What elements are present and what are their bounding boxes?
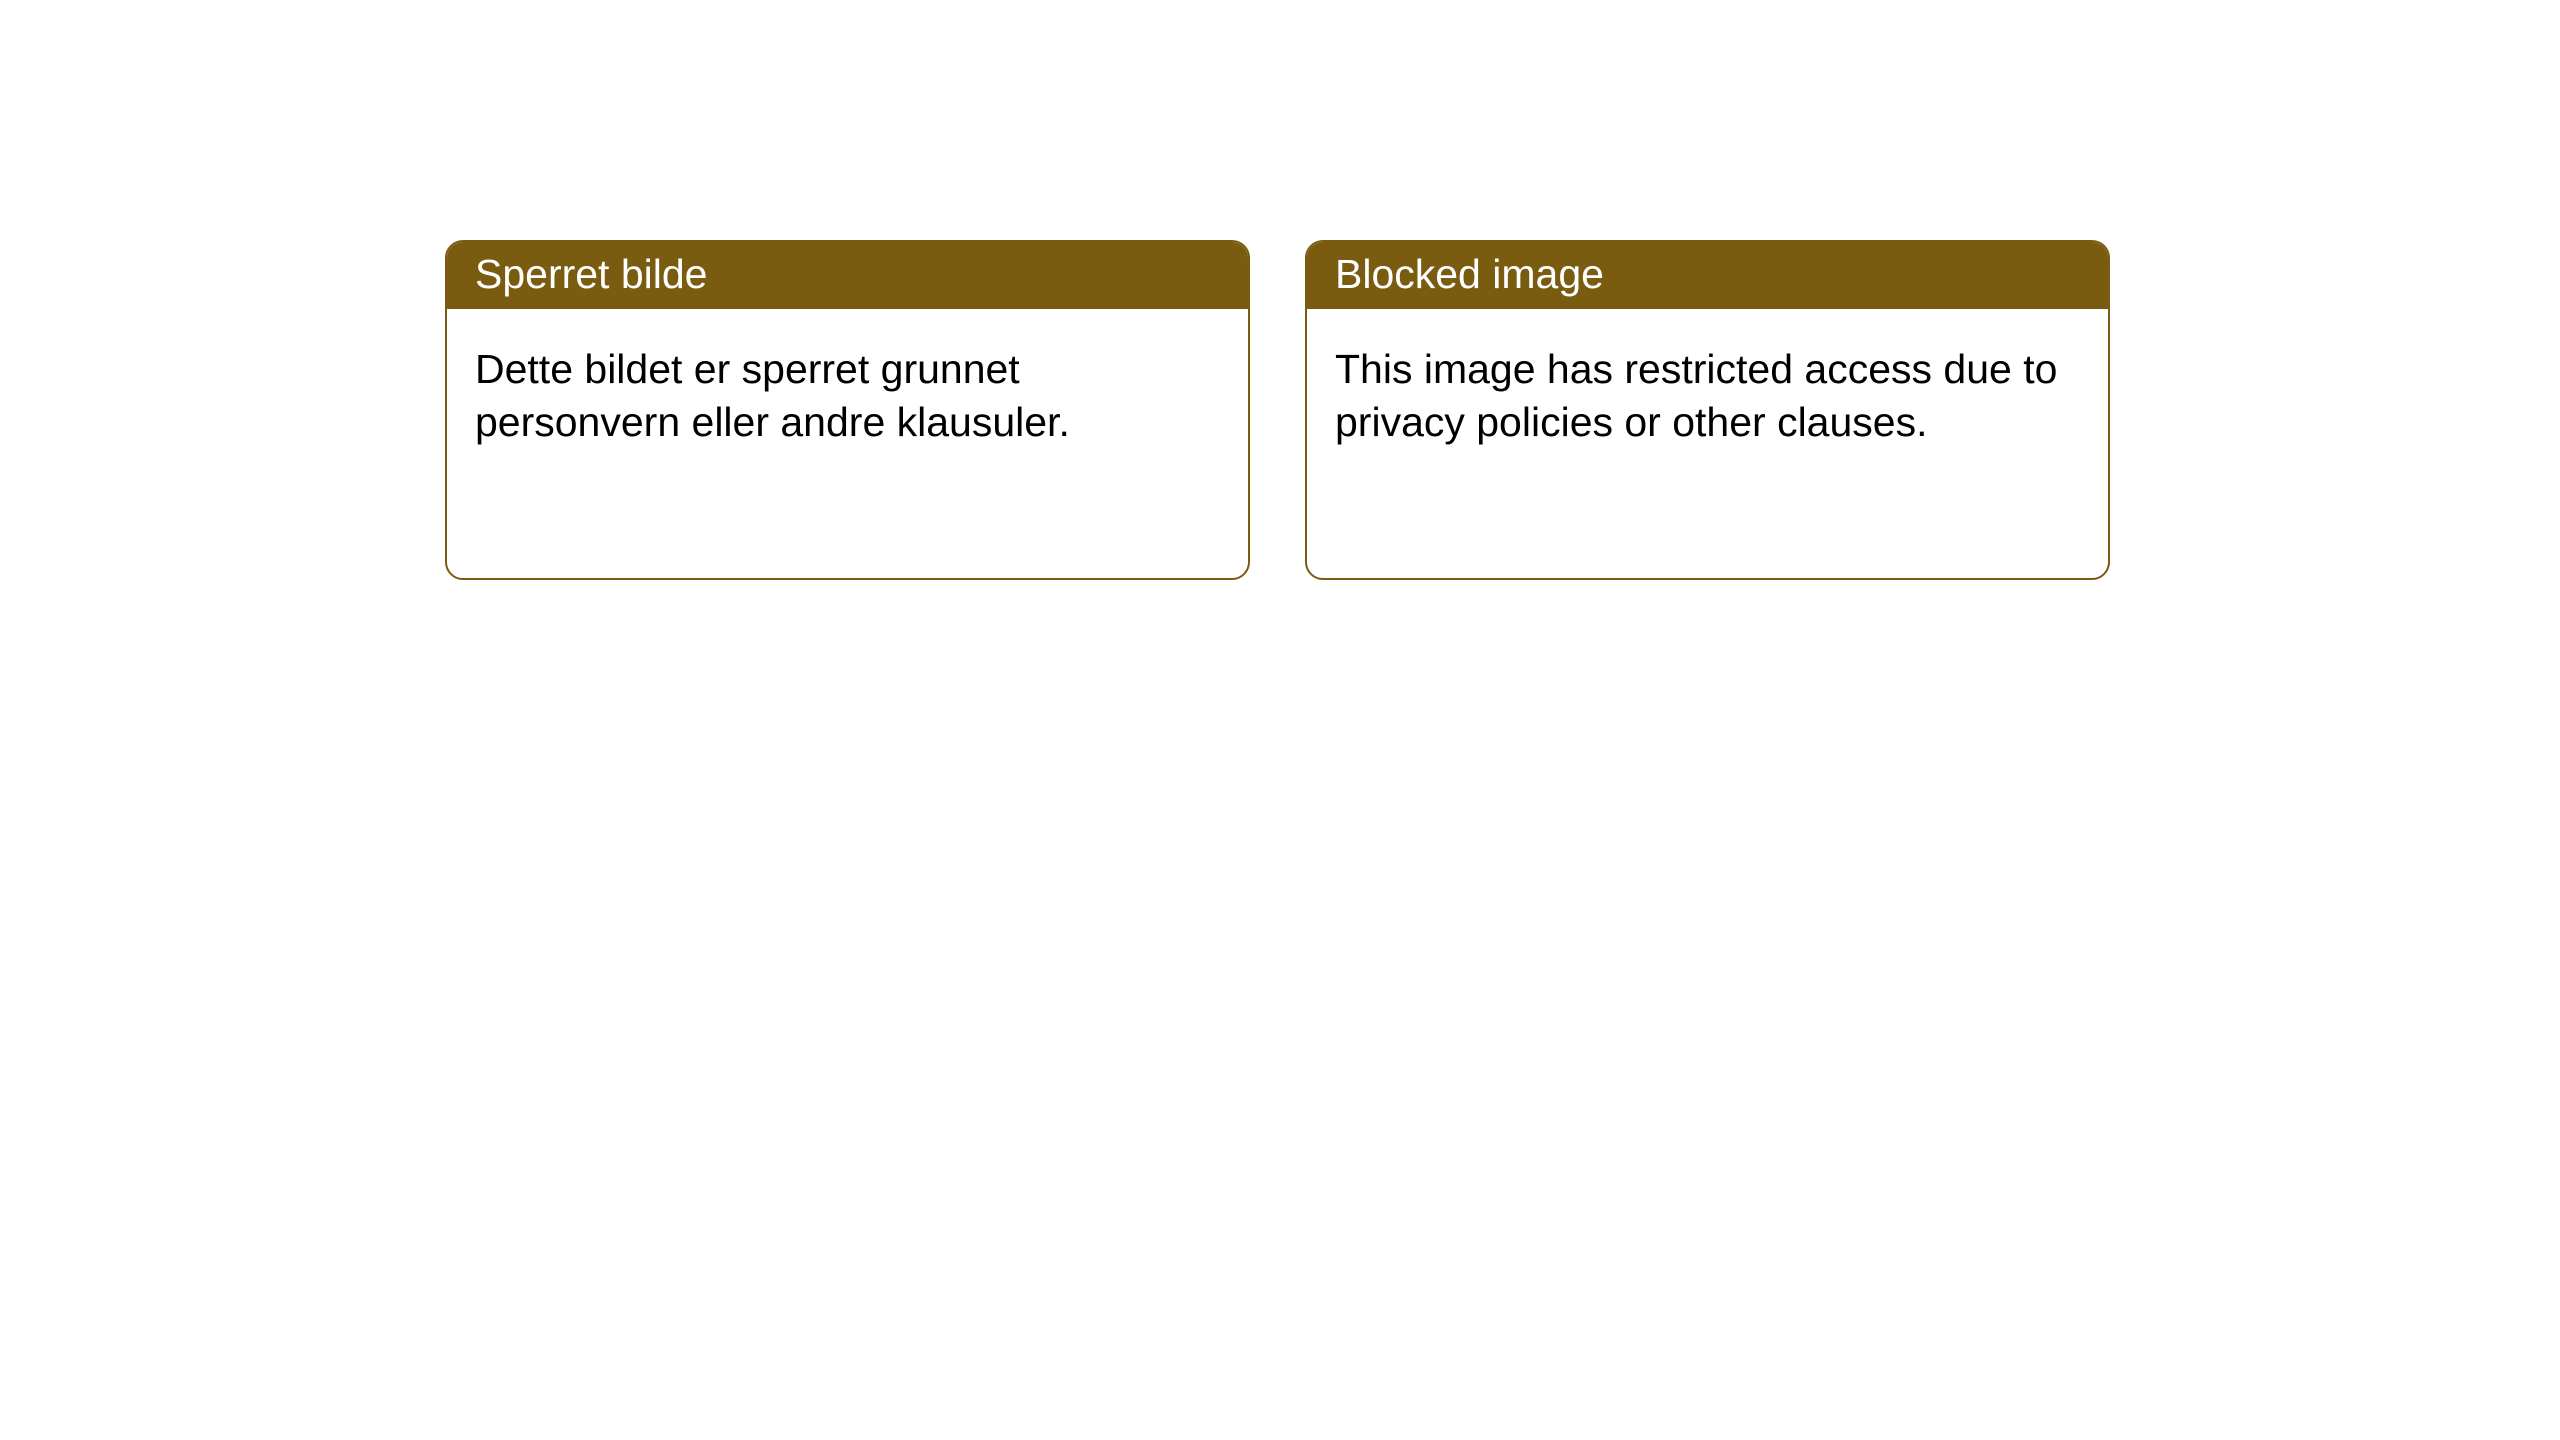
notice-title-no: Sperret bilde — [447, 242, 1248, 309]
notice-title-en: Blocked image — [1307, 242, 2108, 309]
notice-body-en: This image has restricted access due to … — [1307, 309, 2108, 482]
notice-body-no: Dette bildet er sperret grunnet personve… — [447, 309, 1248, 482]
notice-card-en: Blocked image This image has restricted … — [1305, 240, 2110, 580]
notice-container: Sperret bilde Dette bildet er sperret gr… — [0, 0, 2560, 580]
notice-card-no: Sperret bilde Dette bildet er sperret gr… — [445, 240, 1250, 580]
